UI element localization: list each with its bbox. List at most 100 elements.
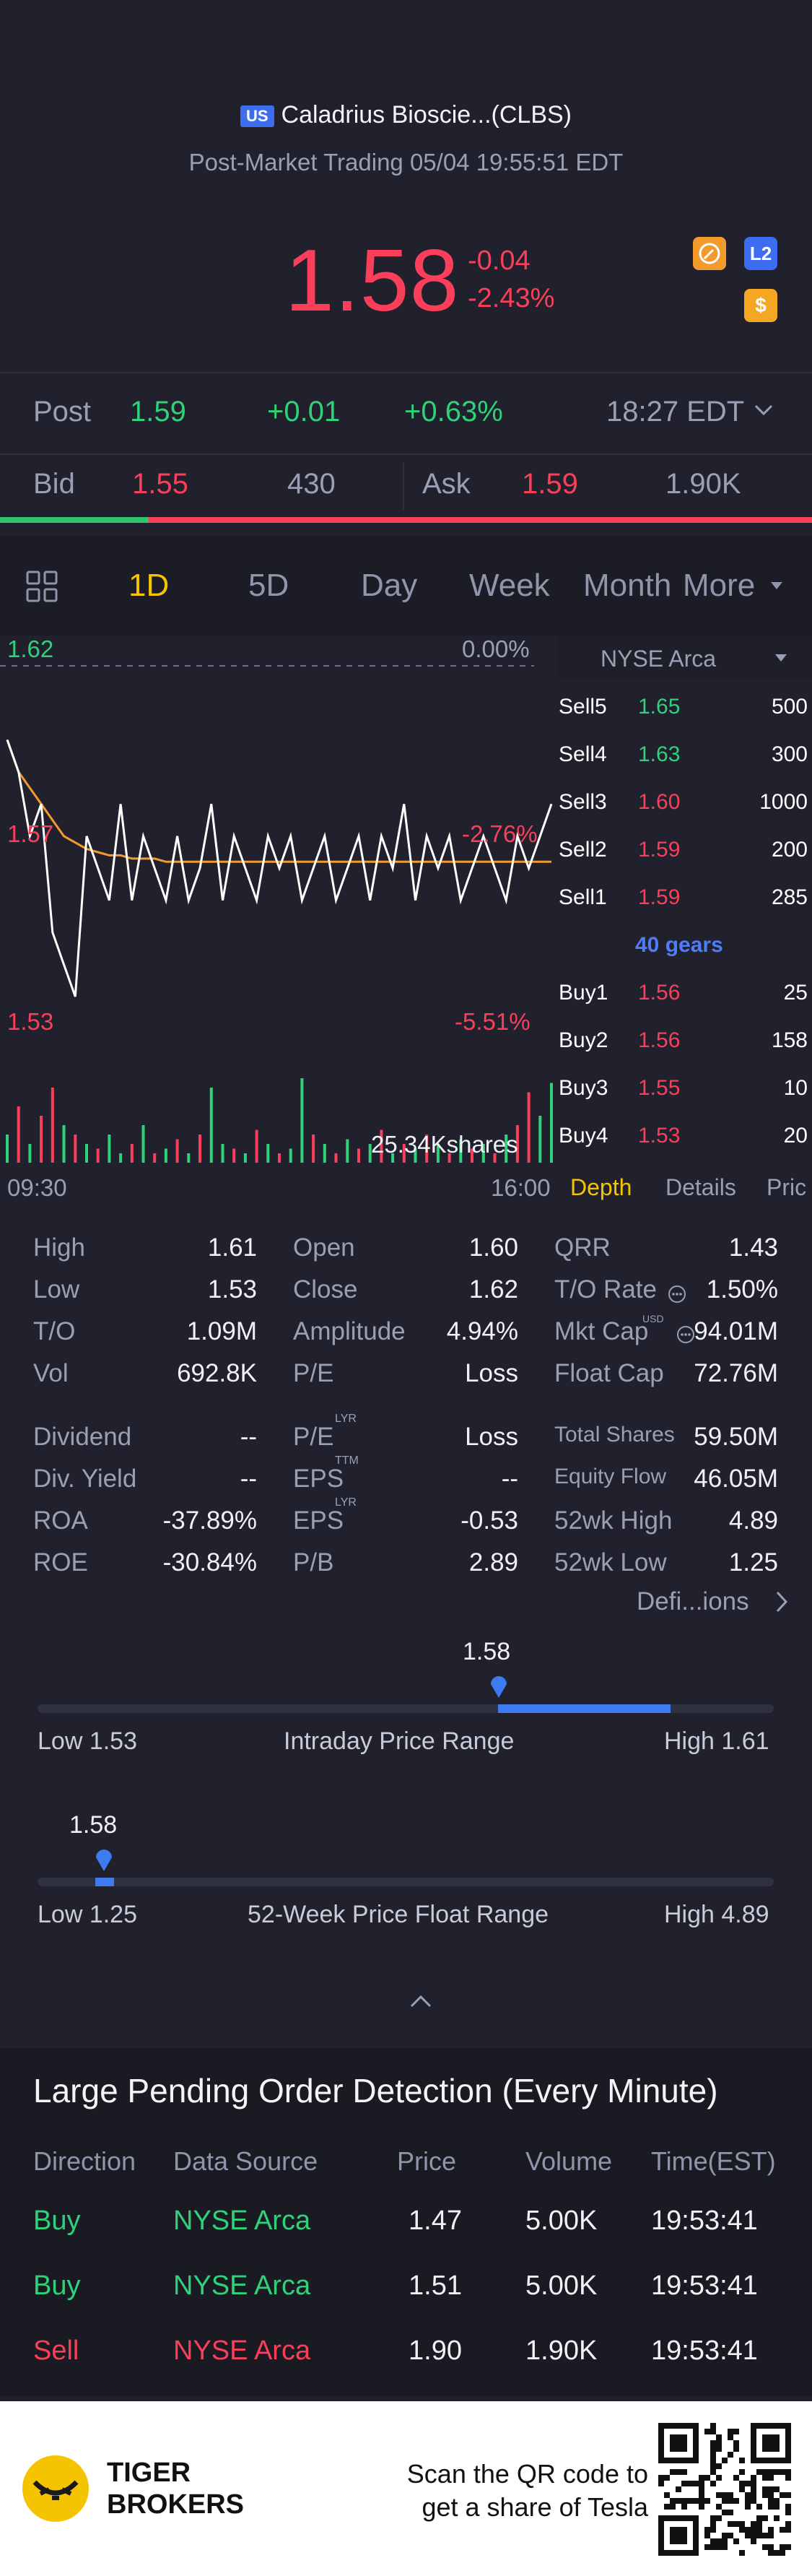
chart-mid-price: 1.57 [7, 820, 54, 847]
pending-time: 19:53:41 [651, 2271, 758, 2301]
stat-label: P/E [293, 1423, 334, 1451]
session-info: Post-Market Trading 05/04 19:55:51 EDT [188, 149, 624, 175]
volume-bar [232, 1148, 236, 1163]
pending-volume: 1.90K [525, 2336, 598, 2366]
post-change-pct: +0.63% [404, 396, 503, 428]
stat-label: Close [293, 1275, 358, 1304]
chart-low-price: 1.53 [7, 1008, 54, 1035]
caret-down-icon[interactable] [769, 581, 784, 594]
stat-label: Div. Yield [33, 1465, 137, 1493]
week52-high: High 4.89 [664, 1901, 769, 1928]
volume-bar [334, 1153, 338, 1163]
gears-count[interactable]: 40 gears [635, 933, 723, 957]
week52-title: 52-Week Price Float Range [248, 1901, 549, 1928]
footer-banner[interactable]: TIGER BROKERS Scan the QR code to get a … [0, 2401, 812, 2576]
post-price: 1.59 [130, 396, 186, 428]
pending-direction: Buy [33, 2206, 81, 2236]
compass-icon[interactable] [693, 237, 726, 270]
divider [0, 454, 812, 455]
stat-value: -- [240, 1423, 257, 1451]
level2-icon[interactable]: L2 [744, 237, 777, 270]
chart-low-pct: -5.51% [455, 1008, 531, 1035]
volume-bar [62, 1125, 66, 1163]
dollar-icon[interactable]: $ [744, 289, 777, 322]
volume-bar [323, 1144, 326, 1163]
tab-details[interactable]: Details [665, 1174, 736, 1200]
volume-bar [471, 1148, 473, 1163]
volume-bar [481, 1144, 485, 1163]
volume-bar [141, 1125, 145, 1163]
tiger-logo-icon [22, 2455, 89, 2522]
stat-label: Vol [33, 1359, 69, 1387]
chevron-up-icon[interactable] [409, 1993, 433, 2013]
volume-bar [425, 1135, 429, 1163]
pending-time: 19:53:41 [651, 2336, 758, 2366]
week52-marker-icon [96, 1849, 112, 1871]
tab-week[interactable]: Week [469, 568, 550, 603]
volume-bar [459, 1139, 463, 1163]
volume-bar [119, 1153, 123, 1163]
tab-depth[interactable]: Depth [570, 1174, 632, 1200]
buy-row: Buy4 1.53 20 [559, 1124, 808, 1148]
orderbook-tabs: Depth Details Pric [557, 1174, 812, 1210]
price-change: -0.04 [468, 246, 531, 276]
brand-line1: TIGER [107, 2458, 191, 2488]
stat-value: 1.60 [468, 1233, 518, 1262]
stat-label: ROE [33, 1548, 88, 1577]
intraday-current: 1.58 [463, 1638, 511, 1665]
stat-label: EPS [293, 1465, 344, 1493]
stat-label: Equity Flow [554, 1465, 667, 1488]
info-icon[interactable] [676, 1324, 696, 1348]
stat-value: 1.50% [706, 1275, 778, 1304]
stat-label: ROA [33, 1506, 88, 1535]
quote-header: US Caladrius Bioscie...(CLBS) Post-Market… [0, 0, 812, 372]
tab-day[interactable]: Day [361, 568, 418, 603]
tab-more[interactable]: More [683, 568, 756, 603]
exchange-selector[interactable]: NYSE Arca [557, 636, 812, 679]
pending-price: 1.90 [409, 2336, 462, 2366]
stock-title-line[interactable]: US Caladrius Bioscie...(CLBS) [0, 101, 812, 129]
stat-value: 4.89 [728, 1506, 778, 1535]
volume-bar [28, 1144, 32, 1163]
stat-label: Total Shares [554, 1423, 675, 1447]
volume-bar [96, 1148, 100, 1163]
info-icon[interactable] [667, 1284, 687, 1308]
ask-size: 1.90K [665, 468, 741, 500]
grid-layout-icon[interactable] [25, 569, 61, 609]
week52-track [38, 1878, 774, 1886]
pending-direction: Buy [33, 2271, 81, 2301]
volume-bar [255, 1129, 258, 1163]
stat-label: Low [33, 1275, 80, 1304]
brand-line2: BROKERS [107, 2489, 245, 2520]
pending-volume: 5.00K [525, 2271, 598, 2301]
stat-superscript: LYR [335, 1496, 357, 1509]
ask-label: Ask [422, 468, 471, 500]
stat-value: 1.09M [186, 1317, 257, 1345]
ask-ratio-bar [149, 517, 812, 523]
intraday-chart[interactable] [0, 636, 556, 1206]
buy-row: Buy1 1.56 25 [559, 981, 808, 1005]
volume-bar [391, 1153, 395, 1163]
stat-value: Loss [465, 1423, 518, 1451]
stat-value: 2.89 [468, 1548, 518, 1577]
tab-1d[interactable]: 1D [128, 568, 170, 603]
tab-month[interactable]: Month [583, 568, 672, 603]
tab-5d[interactable]: 5D [248, 568, 289, 603]
definitions-link[interactable]: Defi...ions [637, 1587, 749, 1616]
volume-bar [153, 1153, 157, 1163]
tab-price[interactable]: Pric [767, 1174, 807, 1200]
intraday-high: High 1.61 [664, 1727, 769, 1755]
header-source: Data Source [173, 2146, 318, 2176]
divider [403, 462, 404, 510]
stat-value: -- [240, 1465, 257, 1493]
chevron-down-icon[interactable] [752, 399, 775, 425]
stat-label: Mkt Cap [554, 1317, 649, 1345]
volume-bar [108, 1135, 111, 1163]
time-end: 16:00 [491, 1174, 551, 1201]
chevron-right-icon[interactable] [774, 1589, 790, 1618]
pending-source: NYSE Arca [173, 2336, 311, 2366]
volume-bar [346, 1139, 349, 1163]
volume-bar [493, 1153, 497, 1163]
pending-orders-section: Large Pending Order Detection (Every Min… [0, 2048, 812, 2396]
volume-bar [198, 1135, 201, 1163]
